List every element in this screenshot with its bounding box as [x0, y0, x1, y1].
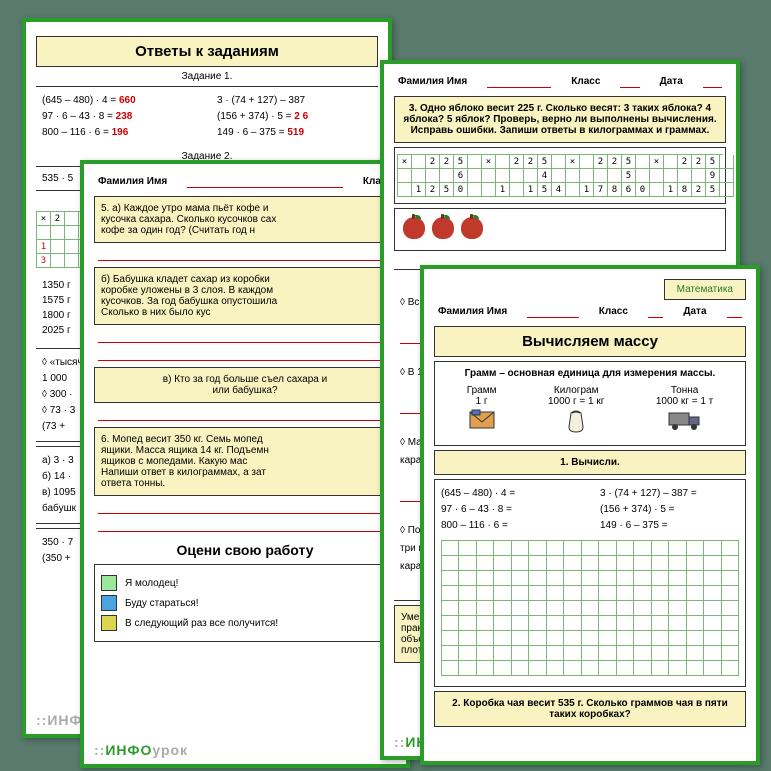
unit-gram: Грамм 1 г	[467, 385, 497, 439]
calc-expr: 97 · 6 – 43 · 8 =	[441, 502, 580, 518]
eval-color-2	[101, 595, 117, 611]
apple-icon	[403, 217, 425, 239]
unit-name: Килограм	[548, 385, 604, 396]
expr: (645 – 480) · 4 =	[42, 95, 119, 106]
task2: 2. Коробка чая весит 535 г. Сколько грам…	[434, 691, 746, 727]
unit-name: Грамм	[467, 385, 497, 396]
unit-eq: 1000 г = 1 кг	[548, 396, 604, 407]
task3: 3. Одно яблоко весит 225 г. Сколько веся…	[394, 96, 726, 143]
calc-expr: 800 – 116 · 6 =	[441, 518, 580, 534]
header-row: Фамилия Имя Класс Дата	[394, 74, 726, 90]
mass-title: Вычисляем массу	[434, 326, 746, 357]
sack-icon	[548, 409, 604, 439]
task6: 6. Мопед весит 350 кг. Семь мопед ящики.…	[94, 427, 396, 496]
calc-grid	[441, 540, 739, 676]
eval-row: Я молодец!	[101, 575, 389, 591]
logo: ::ИНФОурок	[94, 742, 188, 758]
unit-ton: Тонна 1000 кг = 1 т	[656, 385, 713, 439]
apple-icon	[461, 217, 483, 239]
ans: 660	[119, 95, 136, 106]
answer-line	[98, 520, 392, 532]
unit-name: Тонна	[656, 385, 713, 396]
truck-icon	[656, 409, 713, 437]
header-row: Фамилия Имя Класс	[94, 174, 396, 190]
expr: 3 · (74 + 127) – 387	[217, 95, 305, 106]
name-label: Фамилия Имя	[98, 176, 167, 188]
answer-line	[98, 502, 392, 514]
answer-line	[98, 349, 392, 361]
calc-expr: 3 · (74 + 127) – 387 =	[600, 486, 739, 502]
expr: 97 · 6 – 43 · 8 =	[42, 111, 116, 122]
subject-tag: Математика	[664, 279, 746, 300]
units-box: Грамм – основная единица для измерения м…	[434, 361, 746, 446]
unit-kilogram: Килограм 1000 г = 1 кг	[548, 385, 604, 439]
mult-grid: ×225×225×225×225645912501154178601825	[397, 154, 723, 197]
eval-title: Оцени свою работу	[94, 542, 396, 558]
date-label: Дата	[660, 76, 683, 88]
date-label: Дата	[683, 306, 706, 318]
calc-expr: (645 – 480) · 4 =	[441, 486, 580, 502]
ans: 238	[116, 111, 133, 122]
units-intro: Грамм – основная единица для измерения м…	[441, 368, 739, 379]
calc-expr: 149 · 6 – 375 =	[600, 518, 739, 534]
mult-box: ×225×225×225×225645912501154178601825	[394, 147, 726, 204]
calc-expr: (156 + 374) · 5 =	[600, 502, 739, 518]
ans: 196	[112, 127, 129, 138]
answer-line	[98, 331, 392, 343]
eval-label: Я молодец!	[125, 578, 178, 589]
class-label: Класс	[571, 76, 600, 88]
answer-line	[98, 409, 392, 421]
eval-row: Буду стараться!	[101, 595, 389, 611]
task1-label: Задание 1.	[36, 71, 378, 82]
unit-eq: 1 г	[467, 396, 497, 407]
eval-row: В следующий раз все получится!	[101, 615, 389, 631]
task1-answers: (645 – 480) · 4 = 660 97 · 6 – 43 · 8 = …	[36, 86, 378, 147]
apples-row	[394, 208, 726, 251]
task5b: б) Бабушка кладет сахар из коробки короб…	[94, 267, 396, 325]
answer-line	[98, 249, 392, 261]
eval-label: Буду стараться!	[125, 598, 199, 609]
apple-icon	[432, 217, 454, 239]
mass-sheet: Математика Фамилия Имя Класс Дата Вычисл…	[420, 265, 760, 765]
expr: (156 + 374) · 5 =	[217, 111, 294, 122]
header-row: Фамилия Имя Класс Дата	[434, 304, 746, 320]
task5c: в) Кто за год больше съел сахара и или б…	[94, 367, 396, 403]
tasks-sheet: Фамилия Имя Класс 5. а) Каждое утро мама…	[80, 160, 410, 768]
name-label: Фамилия Имя	[438, 306, 507, 318]
name-label: Фамилия Имя	[398, 76, 467, 88]
self-eval: Я молодец! Буду стараться! В следующий р…	[94, 564, 396, 642]
expr: 800 – 116 · 6 =	[42, 127, 112, 138]
answers-title: Ответы к заданиям	[36, 36, 378, 67]
ans: 519	[287, 127, 304, 138]
ans: 2 6	[294, 111, 308, 122]
task1-box: (645 – 480) · 4 = 97 · 6 – 43 · 8 = 800 …	[434, 479, 746, 687]
task5a: 5. а) Каждое утро мама пьёт кофе и кусоч…	[94, 196, 396, 243]
expr: 149 · 6 – 375 =	[217, 127, 287, 138]
eval-color-1	[101, 575, 117, 591]
task1-label: 1. Вычисли.	[434, 450, 746, 475]
unit-eq: 1000 кг = 1 т	[656, 396, 713, 407]
class-label: Класс	[599, 306, 628, 318]
eval-label: В следующий раз все получится!	[125, 618, 278, 629]
envelope-icon	[467, 409, 497, 435]
units-row: Грамм 1 г Килограм 1000 г = 1 кг Тонна 1…	[441, 385, 739, 439]
eval-color-3	[101, 615, 117, 631]
